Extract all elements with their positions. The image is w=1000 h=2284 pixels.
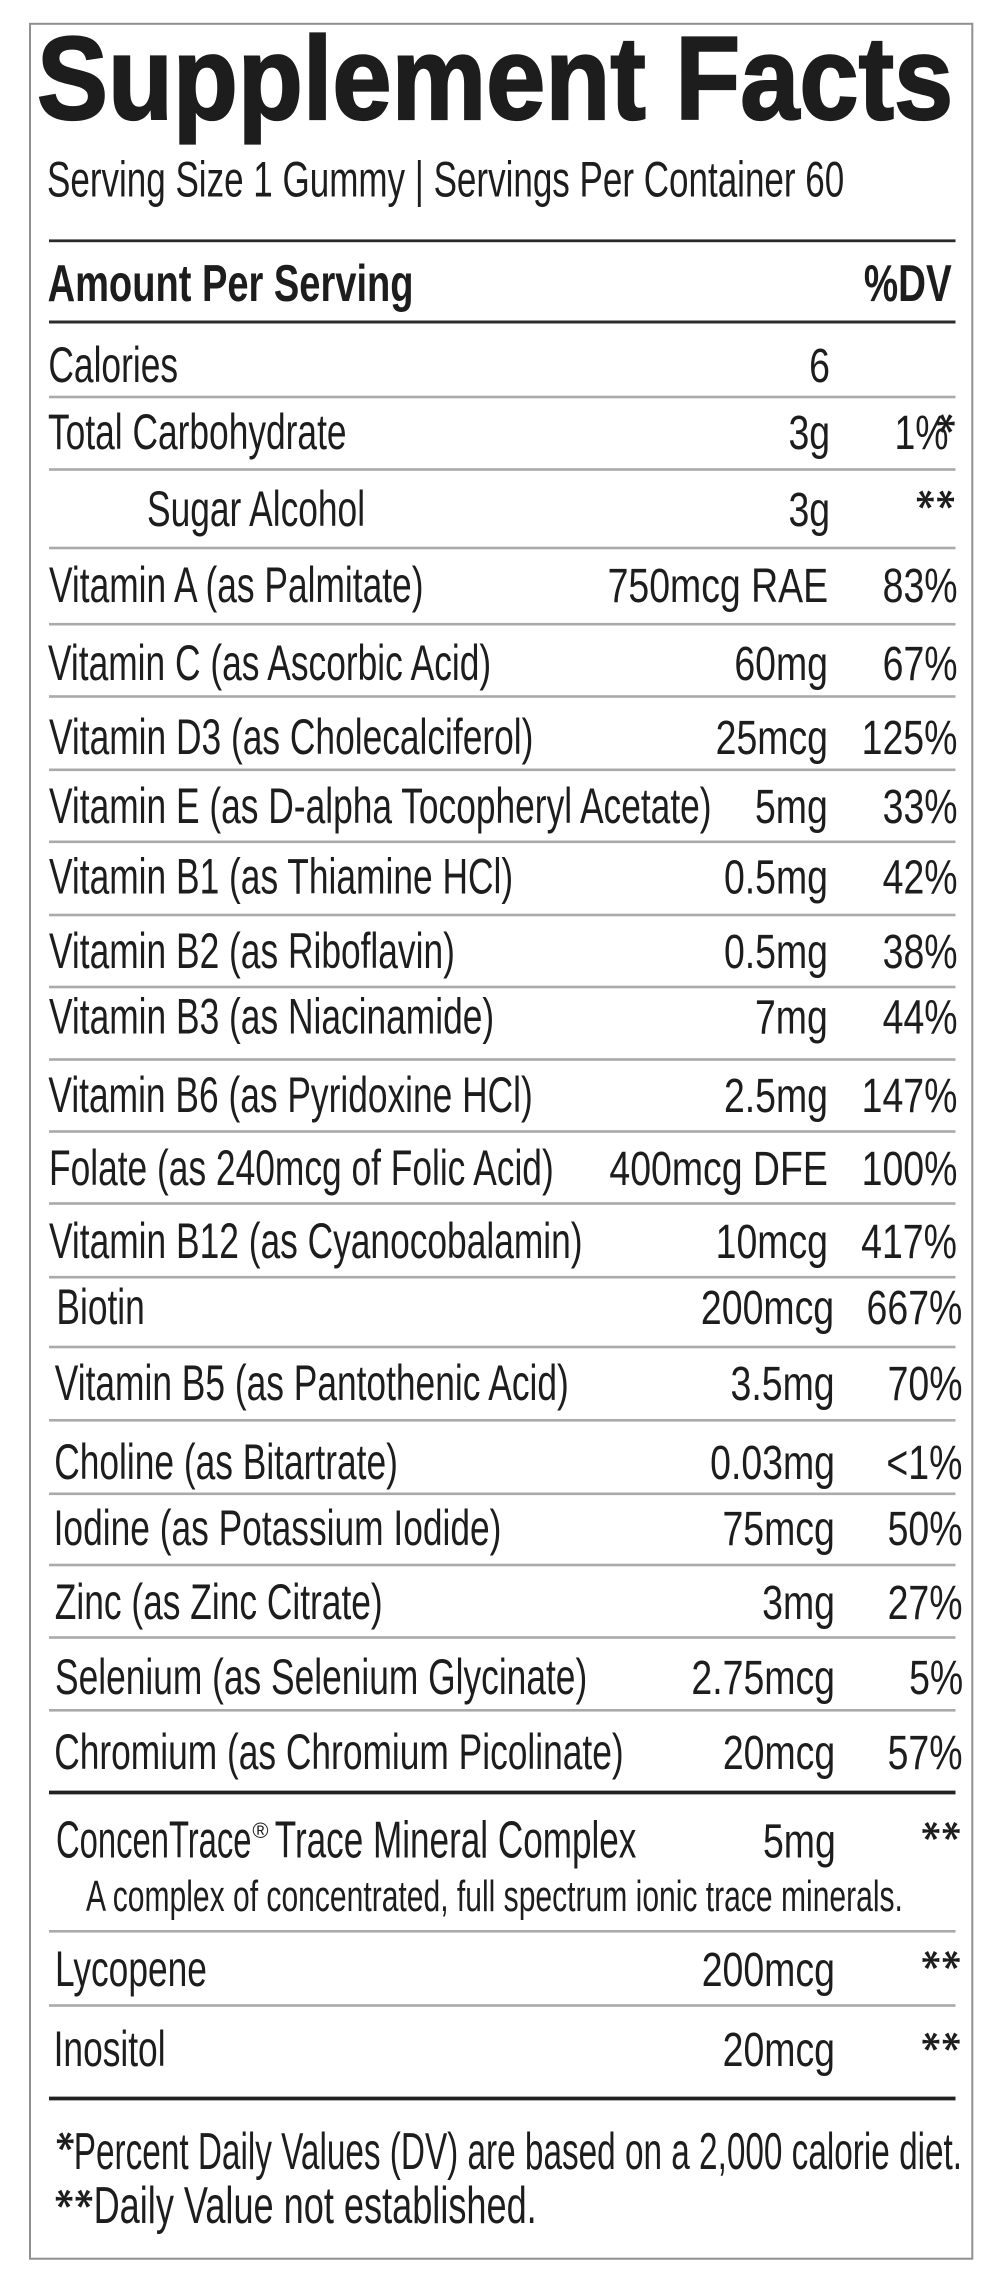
svg-text:Total Carbohydrate: Total Carbohydrate [48, 405, 347, 460]
svg-text:667%: 667% [867, 1281, 963, 1335]
svg-text:Vitamin B6 (as Pyridoxine HCl): Vitamin B6 (as Pyridoxine HCl) [48, 1068, 532, 1123]
svg-text:44%: 44% [883, 991, 958, 1045]
svg-text:Daily Value not established.: Daily Value not established. [94, 2177, 537, 2235]
svg-text:20mcg: 20mcg [723, 1726, 835, 1780]
svg-text:Lycopene: Lycopene [55, 1942, 207, 1997]
svg-text:%DV: %DV [864, 254, 952, 312]
svg-text:2.75mcg: 2.75mcg [691, 1651, 835, 1705]
svg-text:38%: 38% [883, 925, 958, 979]
svg-text:10mcg: 10mcg [716, 1215, 828, 1269]
svg-text:Vitamin B2 (as Riboflavin): Vitamin B2 (as Riboflavin) [49, 924, 455, 979]
svg-text:<1%: <1% [886, 1436, 962, 1490]
svg-text:6: 6 [809, 339, 830, 393]
svg-text:Biotin: Biotin [56, 1280, 144, 1335]
svg-text:1%: 1% [894, 406, 948, 460]
svg-text:50%: 50% [888, 1502, 963, 1556]
svg-text:20mcg: 20mcg [723, 2023, 835, 2077]
svg-text:60mg: 60mg [734, 637, 828, 691]
svg-text:27%: 27% [888, 1576, 963, 1630]
svg-text:A complex of concentrated, ful: A complex of concentrated, full spectrum… [86, 1871, 903, 1920]
svg-text:0.5mg: 0.5mg [724, 925, 828, 979]
svg-text:Vitamin B1 (as Thiamine HCl): Vitamin B1 (as Thiamine HCl) [49, 850, 513, 905]
svg-text:3g: 3g [788, 483, 830, 537]
svg-text:33%: 33% [883, 780, 958, 834]
svg-text:Zinc (as Zinc Citrate): Zinc (as Zinc Citrate) [55, 1575, 383, 1630]
svg-text:Chromium (as Chromium Picolina: Chromium (as Chromium Picolinate) [54, 1725, 623, 1780]
svg-text:Serving Size 1 Gummy | Serving: Serving Size 1 Gummy | Servings Per Cont… [47, 152, 844, 208]
svg-text:200mcg: 200mcg [701, 1281, 834, 1335]
svg-text:5mg: 5mg [763, 1815, 836, 1869]
svg-text:Trace Mineral Complex: Trace Mineral Complex [275, 1812, 637, 1869]
svg-text:125%: 125% [862, 711, 958, 765]
svg-text:100%: 100% [862, 1142, 958, 1196]
svg-text:Amount Per Serving: Amount Per Serving [48, 254, 414, 312]
svg-text:3mg: 3mg [762, 1576, 835, 1630]
svg-text:7mg: 7mg [755, 991, 828, 1045]
svg-text:Choline (as Bitartrate): Choline (as Bitartrate) [54, 1435, 398, 1490]
svg-text:Vitamin E (as D-alpha Tocopher: Vitamin E (as D-alpha Tocopheryl Acetate… [49, 779, 712, 834]
svg-text:Calories: Calories [48, 338, 178, 393]
svg-text:Percent Daily Values (DV) are: Percent Daily Values (DV) are based on a… [74, 2123, 962, 2181]
svg-text:0.5mg: 0.5mg [724, 851, 828, 905]
svg-text:Selenium (as Selenium Glycinat: Selenium (as Selenium Glycinate) [55, 1650, 587, 1705]
svg-text:Sugar Alcohol: Sugar Alcohol [147, 482, 365, 537]
svg-text:Vitamin B12 (as Cyanocobalamin: Vitamin B12 (as Cyanocobalamin) [49, 1214, 583, 1269]
svg-text:Vitamin A (as Palmitate): Vitamin A (as Palmitate) [49, 558, 423, 613]
svg-text:5mg: 5mg [755, 780, 828, 834]
svg-text:75mcg: 75mcg [722, 1502, 834, 1556]
svg-text:70%: 70% [888, 1357, 963, 1411]
svg-text:3.5mg: 3.5mg [731, 1357, 835, 1411]
svg-text:5%: 5% [909, 1651, 963, 1705]
svg-text:3g: 3g [788, 406, 830, 460]
svg-text:Supplement Facts: Supplement Facts [37, 12, 953, 144]
svg-text:Folate (as 240mcg of Folic Aci: Folate (as 240mcg of Folic Acid) [49, 1141, 554, 1196]
svg-text:Vitamin C (as Ascorbic Acid): Vitamin C (as Ascorbic Acid) [48, 636, 491, 691]
svg-text:147%: 147% [862, 1069, 958, 1123]
svg-text:750mcg RAE: 750mcg RAE [608, 559, 829, 613]
svg-text:Inositol: Inositol [54, 2022, 166, 2077]
svg-text:42%: 42% [883, 851, 958, 905]
svg-text:200mcg: 200mcg [702, 1943, 835, 1997]
svg-text:Vitamin D3 (as Cholecalciferol: Vitamin D3 (as Cholecalciferol) [49, 710, 533, 765]
svg-text:57%: 57% [888, 1726, 963, 1780]
svg-text:83%: 83% [883, 559, 958, 613]
svg-text:Iodine (as Potassium Iodide): Iodine (as Potassium Iodide) [54, 1501, 502, 1556]
svg-text:Vitamin B5 (as Pantothenic Aci: Vitamin B5 (as Pantothenic Acid) [55, 1356, 569, 1411]
svg-text:400mcg DFE: 400mcg DFE [609, 1142, 827, 1196]
svg-text:Vitamin B3 (as Niacinamide): Vitamin B3 (as Niacinamide) [49, 990, 494, 1045]
svg-text:ConcenTrace: ConcenTrace [56, 1812, 252, 1869]
svg-text:0.03mg: 0.03mg [710, 1436, 835, 1490]
svg-text:417%: 417% [861, 1215, 957, 1269]
svg-text:2.5mg: 2.5mg [724, 1069, 828, 1123]
svg-text:67%: 67% [883, 637, 958, 691]
svg-text:25mcg: 25mcg [716, 711, 828, 765]
svg-text:®: ® [252, 1818, 268, 1843]
